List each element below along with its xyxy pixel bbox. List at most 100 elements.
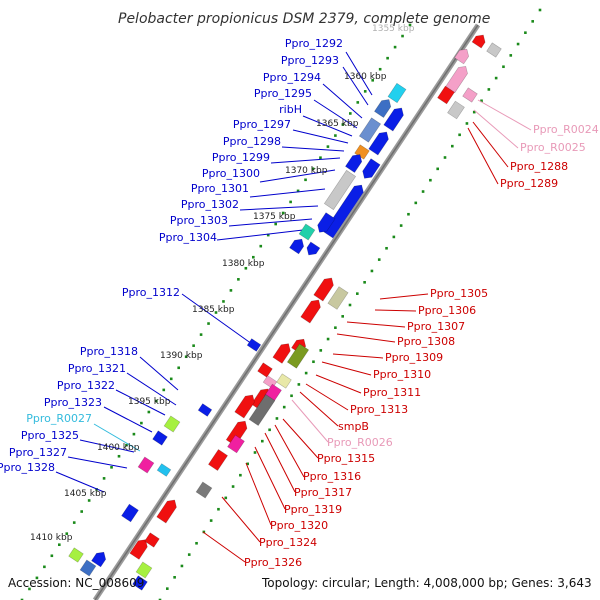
tick-dot: [72, 521, 76, 524]
leader-line: [115, 389, 166, 416]
gene-label-ppro_1327[interactable]: Ppro_1327: [9, 446, 67, 459]
gene-label-ppro_1300[interactable]: Ppro_1300: [202, 167, 260, 180]
gene-label-ppro_1302[interactable]: Ppro_1302: [181, 198, 239, 211]
tick-dot: [319, 349, 323, 352]
tick-dot: [290, 394, 293, 398]
gene-label-ppro_1295[interactable]: Ppro_1295: [254, 87, 312, 100]
leader-line: [202, 531, 246, 563]
gene-label-ppro_1316[interactable]: Ppro_1316: [303, 470, 361, 483]
gene-feature: [246, 338, 262, 352]
gene-label-ppro_1315[interactable]: Ppro_1315: [317, 452, 375, 465]
tick-dot: [311, 167, 315, 171]
tick-dot: [202, 530, 206, 534]
tick-dot: [334, 326, 337, 329]
leader-line: [249, 188, 326, 198]
leader-line: [336, 333, 396, 343]
gene-label-ppro_1288[interactable]: Ppro_1288: [510, 160, 568, 173]
tick-dot: [132, 432, 136, 436]
gene-labels[interactable]: Ppro_1292 Ppro_1293 Ppro_1294 Ppro_1295 ribH…: [0, 37, 599, 569]
gene-label-ppro_1304[interactable]: Ppro_1304: [159, 231, 217, 244]
gene-label-ppro_1317[interactable]: Ppro_1317: [294, 486, 352, 499]
gene-label-ppro_1311[interactable]: Ppro_1311: [363, 386, 421, 399]
gene-label-ppro_1325[interactable]: Ppro_1325: [21, 429, 79, 442]
gene-feature: [374, 99, 392, 118]
gene-label-ppro_1297[interactable]: Ppro_1297: [233, 118, 291, 131]
gene-label-ppro_1301[interactable]: Ppro_1301: [191, 182, 249, 195]
gene-label-ppro_r0024[interactable]: Ppro_R0024: [533, 123, 599, 136]
tick-dot: [158, 598, 162, 600]
gene-label-ppro_1310[interactable]: Ppro_1310: [373, 368, 431, 381]
gene-feature: [156, 499, 177, 524]
gene-label-ppro_1298[interactable]: Ppro_1298: [223, 135, 281, 148]
topology-label: Topology: circular; Length: 4,008,000 bp…: [261, 576, 592, 590]
gene-feature: [300, 299, 321, 324]
tick-dot: [231, 485, 235, 488]
leader-line: [239, 205, 319, 211]
tick-dot: [401, 34, 404, 38]
gene-label-ppro_1312[interactable]: Ppro_1312: [122, 286, 180, 299]
gene-label-ppro_1322[interactable]: Ppro_1322: [57, 379, 115, 392]
gene-label-ppro_1293[interactable]: Ppro_1293: [281, 54, 339, 67]
tick-dot: [509, 54, 513, 57]
leader-line: [67, 456, 128, 469]
gene-feature: [368, 131, 389, 156]
tick-dot: [261, 439, 264, 443]
scale-label: 1365 kbp: [316, 119, 359, 129]
leader-line: [313, 99, 358, 129]
gene-features: [68, 34, 502, 591]
gene-feature: [354, 144, 370, 160]
tick-dot: [229, 289, 233, 292]
gene-feature: [486, 42, 502, 58]
scale-label: 1380 kbp: [222, 259, 265, 269]
gene-feature: [248, 394, 276, 426]
gene-label-ppro_1324[interactable]: Ppro_1324: [259, 536, 317, 549]
tick-dot: [275, 417, 279, 420]
tick-dot: [217, 507, 220, 511]
gene-feature: [208, 449, 228, 471]
gene-label-ppro_1328[interactable]: Ppro_1328: [0, 461, 55, 474]
gene-label-ppro_1320[interactable]: Ppro_1320: [270, 519, 328, 532]
tick-dot: [363, 90, 367, 93]
tick-dot: [65, 532, 69, 535]
gene-label-ppro_1313[interactable]: Ppro_1313: [350, 403, 408, 416]
gene-feature: [137, 456, 155, 474]
tick-dot: [102, 477, 106, 480]
gene-label-ppro_1309[interactable]: Ppro_1309: [385, 351, 443, 364]
tick-dot: [169, 377, 173, 381]
leader-line: [299, 391, 339, 427]
gene-label-ppro_1323[interactable]: Ppro_1323: [44, 396, 102, 409]
gene-feature: [91, 551, 107, 568]
gene-label-ppro_1305[interactable]: Ppro_1305: [430, 287, 488, 300]
gene-label-ppro_1294[interactable]: Ppro_1294: [263, 71, 321, 84]
gene-label-ppro_1308[interactable]: Ppro_1308: [397, 335, 455, 348]
tick-dot: [377, 258, 381, 261]
gene-label-ppro_1292[interactable]: Ppro_1292: [285, 37, 343, 50]
leader-line: [345, 51, 373, 96]
leader-line: [126, 372, 177, 406]
gene-label-ppro_1307[interactable]: Ppro_1307: [407, 320, 465, 333]
position-tick-dots: [20, 8, 542, 600]
leader-line: [477, 99, 532, 131]
gene-label-ppro_1321[interactable]: Ppro_1321: [68, 362, 126, 375]
gene-label-ppro_1299[interactable]: Ppro_1299: [212, 151, 270, 164]
tick-dot: [458, 133, 461, 137]
tick-dot: [297, 383, 301, 386]
gene-label-smpb[interactable]: smpB: [338, 420, 369, 433]
gene-label-ppro_1303[interactable]: Ppro_1303: [170, 214, 228, 227]
gene-label-ppro_1319[interactable]: Ppro_1319: [284, 503, 342, 516]
leader-line: [79, 439, 135, 453]
gene-label-ppro_1306[interactable]: Ppro_1306: [418, 304, 476, 317]
gene-feature: [152, 430, 168, 446]
gene-label-ppro_1289[interactable]: Ppro_1289: [500, 177, 558, 190]
tick-dot: [244, 266, 248, 270]
tick-dot: [274, 222, 277, 226]
gene-label-ppro_r0025[interactable]: Ppro_R0025: [520, 141, 586, 154]
gene-feature: [227, 434, 245, 454]
gene-label-ppro_1318[interactable]: Ppro_1318: [80, 345, 138, 358]
tick-dot: [465, 122, 469, 125]
gene-label-ppro_r0027[interactable]: Ppro_R0027: [26, 412, 92, 425]
gene-label-ppro_r0026[interactable]: Ppro_R0026: [327, 436, 393, 449]
gene-label-ribh[interactable]: ribH: [279, 103, 302, 116]
gene-label-ppro_1326[interactable]: Ppro_1326: [244, 556, 302, 569]
